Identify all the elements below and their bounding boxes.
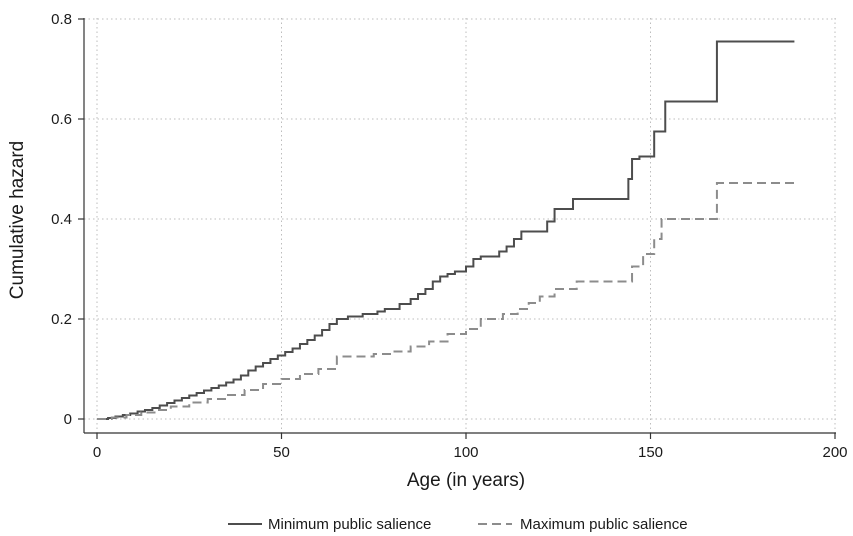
x-tick-label-0: 0 [93,444,101,461]
y-tick-label-0: 0 [64,411,72,428]
series-line-minimum-public-salience [97,40,795,420]
y-tick-label-4: 0.8 [51,11,72,28]
axes: 0 0.2 0.4 0.6 0.8 0 50 100 150 200 [51,11,847,461]
series-line-maximum-public-salience [97,182,795,420]
y-tick-label-3: 0.6 [51,111,72,128]
legend-label-maximum: Maximum public salience [520,516,688,533]
x-tick-label-3: 150 [638,444,663,461]
legend-label-minimum: Minimum public salience [268,516,431,533]
y-axis-title: Cumulative hazard [7,141,28,299]
legend: Minimum public salience Maximum public s… [228,516,688,533]
series-lines [97,40,795,420]
y-tick-label-1: 0.2 [51,311,72,328]
x-tick-label-4: 200 [822,444,847,461]
x-axis-title: Age (in years) [407,470,525,491]
x-tick-label-2: 100 [453,444,478,461]
grid-lines [84,18,836,433]
x-tick-label-1: 50 [273,444,290,461]
y-tick-label-2: 0.4 [51,211,72,228]
